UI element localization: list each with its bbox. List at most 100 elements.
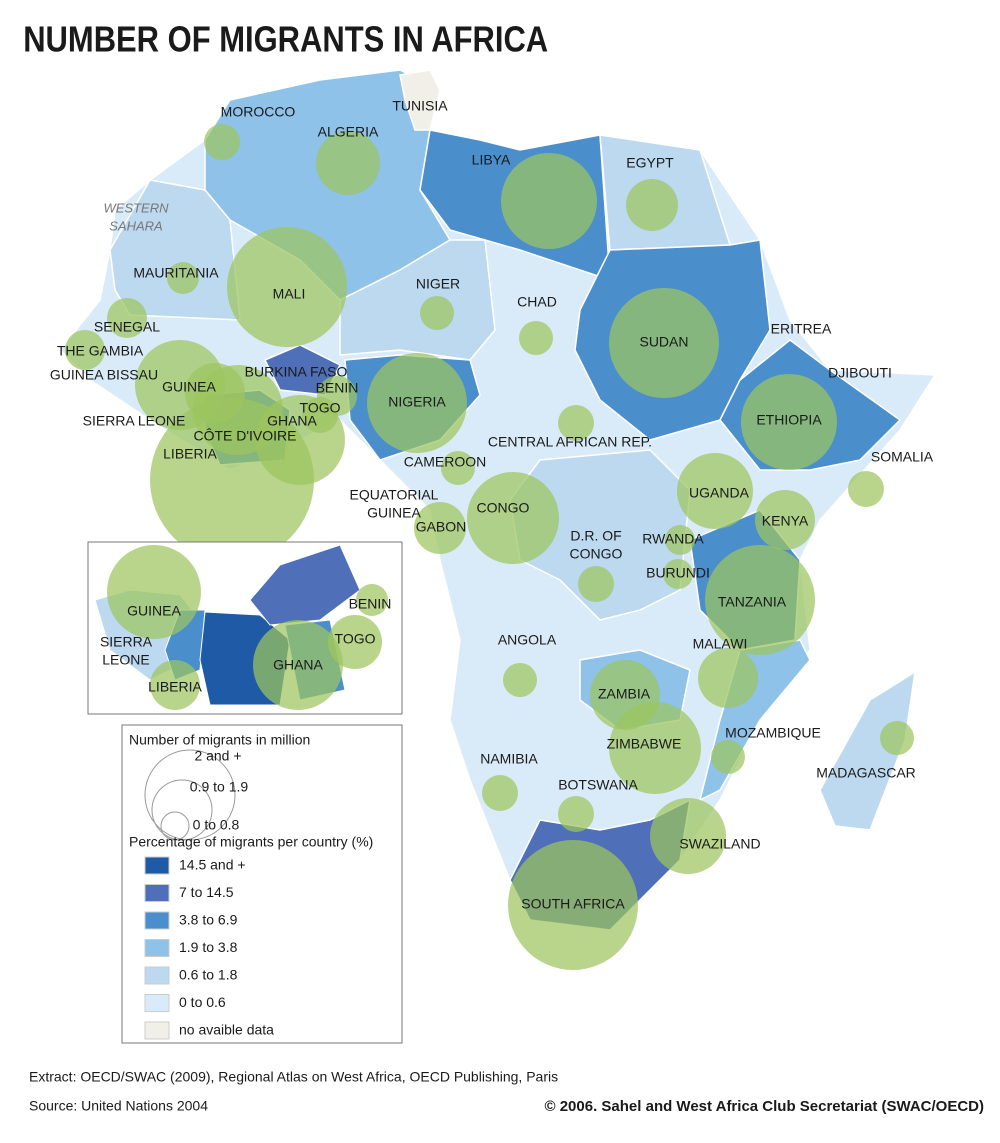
country-label: ETHIOPIA	[756, 412, 822, 428]
country-label: MADAGASCAR	[816, 765, 916, 781]
country-label: D.R. OF	[570, 528, 621, 544]
country-label: THE GAMBIA	[57, 343, 144, 359]
migrant-circle	[558, 796, 594, 832]
legend-size-title: Number of migrants in million	[129, 732, 310, 748]
migrant-circle	[107, 298, 147, 338]
migrant-circle	[677, 453, 753, 529]
migrant-circle	[698, 648, 758, 708]
country-label: SWAZILAND	[679, 836, 760, 852]
country-label: TOGO	[300, 400, 341, 416]
country-label: SIERRA	[100, 634, 153, 650]
migrant-circle	[167, 262, 199, 294]
country-label: CHAD	[517, 294, 557, 310]
legend-percent-title: Percentage of migrants per country (%)	[129, 834, 373, 850]
country-label: GUINEA	[162, 379, 216, 395]
country-label: GABON	[416, 519, 467, 535]
country-label: UGANDA	[689, 485, 750, 501]
inset-circles	[107, 545, 388, 710]
country-label: NIGERIA	[388, 394, 446, 410]
country-label: ZIMBABWE	[607, 736, 682, 752]
migrant-circle	[107, 545, 201, 639]
legend-class-label: 0.6 to 1.8	[179, 967, 238, 983]
legend-swatch	[144, 1021, 170, 1040]
migrant-circle	[558, 405, 594, 441]
country-label: CONGO	[570, 546, 623, 562]
migrant-circle	[227, 227, 347, 347]
country-label: ERITREA	[771, 321, 832, 337]
size-class-label: 2 and +	[194, 748, 241, 764]
country-label: BURKINA FASO	[245, 364, 348, 380]
migrant-circle	[204, 124, 240, 160]
country-label: SIERRA LEONE	[83, 413, 186, 429]
country-label: LIBYA	[472, 152, 511, 168]
migrant-circle	[150, 398, 314, 562]
migrant-circle	[316, 131, 380, 195]
country-label: CÔTE D'IVOIRE	[193, 428, 296, 444]
migrant-circle	[302, 397, 338, 433]
country-label: LEONE	[102, 652, 149, 668]
country-label: CENTRAL AFRICAN REP.	[488, 434, 652, 450]
niger-shape	[339, 239, 496, 361]
country-label: SAHARA	[109, 218, 162, 233]
country-label: CONGO	[477, 500, 530, 516]
migrant-circle	[150, 660, 200, 710]
migrant-circle	[755, 490, 815, 550]
country-label: TUNISIA	[392, 98, 448, 114]
country-label: SUDAN	[639, 334, 688, 350]
migrant-circle	[626, 179, 678, 231]
country-label: BENIN	[316, 380, 359, 396]
country-label: SOMALIA	[871, 449, 934, 465]
country-label: BURUNDI	[646, 565, 710, 581]
migrant-circle	[665, 525, 695, 555]
legend-class-label: no avaible data	[179, 1022, 274, 1038]
country-label: GUINEA	[127, 603, 181, 619]
size-class-label: 0 to 0.8	[193, 817, 240, 833]
size-class-label: 0.9 to 1.9	[190, 779, 249, 795]
migrant-circle	[711, 740, 745, 774]
country-label: NAMIBIA	[480, 751, 538, 767]
legend-swatch	[144, 966, 170, 985]
legend-swatch	[144, 856, 170, 875]
country-label: MAURITANIA	[133, 265, 219, 281]
country-label: GHANA	[273, 657, 323, 673]
country-label: MALI	[273, 286, 306, 302]
migrant-circle	[65, 330, 105, 370]
country-label: NIGER	[416, 276, 460, 292]
migrant-circle	[253, 620, 343, 710]
legend-swatch	[144, 939, 170, 957]
migrant-circle	[519, 321, 553, 355]
country-label: MALAWI	[693, 636, 748, 652]
country-label: ANGOLA	[498, 632, 557, 648]
migrant-circle	[848, 471, 884, 507]
country-label: DJIBOUTI	[828, 365, 892, 381]
legend-swatch	[144, 994, 170, 1012]
migrant-circle	[501, 153, 597, 249]
migrant-circle	[482, 775, 518, 811]
footer-copyright: © 2006. Sahel and West Africa Club Secre…	[544, 1098, 984, 1115]
migrant-circle	[578, 566, 614, 602]
size-key-large	[144, 749, 236, 841]
country-label: LIBERIA	[148, 679, 202, 695]
legend-class-label: 14.5 and +	[179, 857, 246, 873]
migrant-circle	[609, 702, 701, 794]
migrant-circle	[328, 615, 382, 669]
migrant-circle	[508, 840, 638, 970]
migrant-circle	[420, 296, 454, 330]
country-label: MOROCCO	[221, 104, 296, 120]
migrant-circle	[741, 374, 837, 470]
inset-labels: GUINEA SIERRA LEONE LIBERIA GHANA TOGO BENIN	[100, 596, 391, 695]
legend-swatch	[144, 911, 170, 930]
country-label: GHANA	[267, 413, 317, 429]
footer-source: Source: United Nations 2004	[29, 1098, 208, 1114]
migrant-circle	[880, 721, 914, 755]
country-label: BOTSWANA	[558, 777, 638, 793]
migrant-circle	[414, 502, 466, 554]
country-label: ZAMBIA	[598, 686, 651, 702]
legend-swatch	[144, 884, 170, 902]
country-label: LIBERIA	[163, 446, 217, 462]
country-label: RWANDA	[642, 531, 704, 547]
migrant-circle	[503, 663, 537, 697]
migrant-circle	[663, 559, 693, 589]
